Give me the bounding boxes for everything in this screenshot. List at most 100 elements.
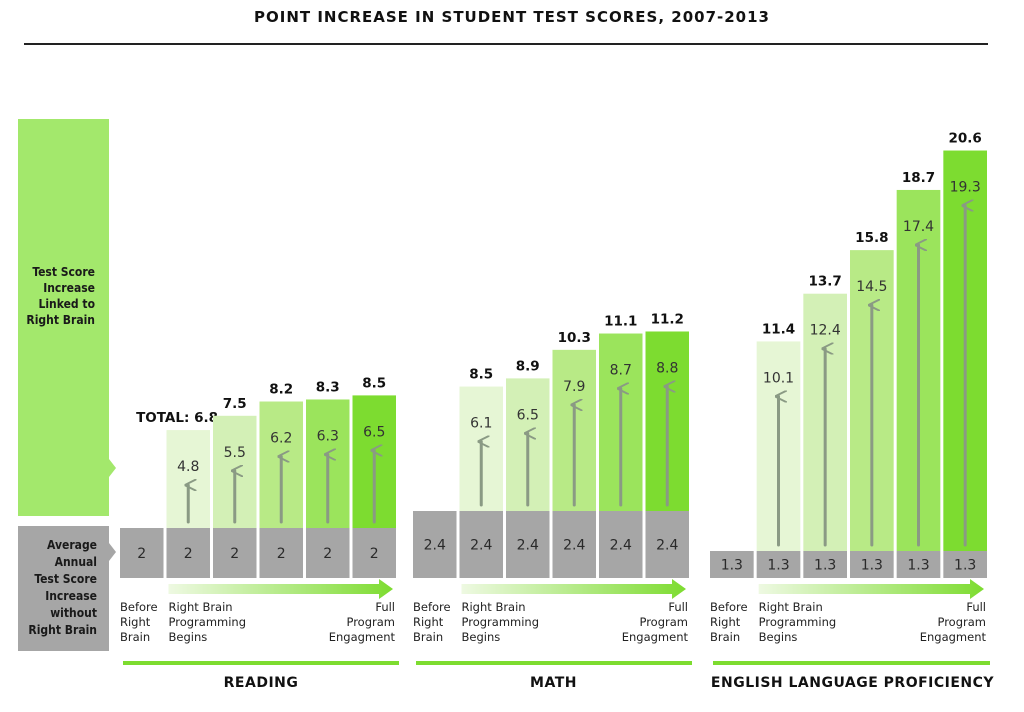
baseline-bar bbox=[756, 551, 801, 578]
legend-baseline-pointer bbox=[109, 543, 116, 561]
legend-baseline-label: Average Annual Test Score Increase without Ri… bbox=[18, 537, 97, 639]
total-value-label: 8.5 bbox=[469, 367, 493, 383]
progress-arrow bbox=[168, 579, 393, 599]
caption-before: Before bbox=[710, 600, 748, 614]
baseline-bar bbox=[166, 528, 210, 578]
total-value-label: 15.8 bbox=[855, 230, 888, 246]
caption-begins: Programming bbox=[169, 615, 247, 629]
caption-begins: Begins bbox=[462, 630, 501, 644]
increase-value-label: 6.5 bbox=[363, 424, 385, 440]
baseline-bar bbox=[459, 511, 503, 578]
increase-value-label: 6.3 bbox=[317, 428, 339, 444]
panel-underline bbox=[416, 661, 692, 665]
total-value-label: 8.9 bbox=[516, 358, 540, 374]
baseline-value-label: 2 bbox=[370, 546, 379, 562]
legend-linked-line: Right Brain bbox=[26, 313, 95, 327]
baseline-bar bbox=[710, 551, 754, 578]
total-value-label: 7.5 bbox=[223, 396, 247, 412]
panel-underline bbox=[123, 661, 399, 665]
legend-linked-pointer bbox=[109, 459, 116, 477]
baseline-value-label: 2.4 bbox=[517, 538, 539, 554]
increase-value-label: 6.1 bbox=[470, 416, 492, 432]
baseline-value-label: 1.3 bbox=[721, 558, 743, 574]
panel-name-math: MATH bbox=[530, 675, 577, 691]
panel-underline bbox=[713, 661, 990, 665]
baseline-value-label: 1.3 bbox=[767, 558, 789, 574]
baseline-bar bbox=[552, 511, 596, 578]
baseline-bar bbox=[413, 511, 457, 578]
legend-linked-line: Increase bbox=[43, 281, 95, 295]
title-rule bbox=[24, 43, 988, 45]
caption-full: Engagment bbox=[920, 630, 987, 644]
panel-name-english: ENGLISH LANGUAGE PROFICIENCY bbox=[710, 675, 995, 691]
caption-before: Right bbox=[413, 615, 444, 629]
legend-baseline-line: without bbox=[50, 606, 97, 620]
baseline-bar bbox=[803, 551, 847, 578]
caption-begins: Programming bbox=[759, 615, 837, 629]
baseline-bar bbox=[506, 511, 550, 578]
baseline-value-label: 2.4 bbox=[610, 538, 632, 554]
increase-value-label: 19.3 bbox=[950, 180, 981, 196]
legend-linked-label: Test Score Increase Linked to Right Brain bbox=[18, 264, 95, 328]
caption-before: Right bbox=[710, 615, 741, 629]
total-value-label: 13.7 bbox=[809, 274, 842, 290]
total-value-label: 18.7 bbox=[902, 170, 935, 186]
baseline-bar bbox=[599, 511, 643, 578]
caption-begins: Right Brain bbox=[462, 600, 526, 614]
caption-full: Full bbox=[966, 600, 986, 614]
legend-linked-line: Linked to bbox=[38, 297, 95, 311]
total-value-label: 20.6 bbox=[949, 131, 982, 147]
chart-title: POINT INCREASE IN STUDENT TEST SCORES, 2… bbox=[254, 8, 770, 26]
caption-begins: Right Brain bbox=[759, 600, 823, 614]
caption-full: Full bbox=[375, 600, 395, 614]
baseline-bar bbox=[120, 528, 164, 578]
increase-value-label: 14.5 bbox=[856, 279, 887, 295]
increase-value-label: 6.5 bbox=[517, 407, 539, 423]
caption-before: Right bbox=[120, 615, 151, 629]
caption-begins: Begins bbox=[169, 630, 208, 644]
increase-value-label: 12.4 bbox=[810, 323, 841, 339]
legend-linked-line: Test Score bbox=[32, 265, 95, 279]
baseline-bar bbox=[896, 551, 941, 578]
caption-before: Brain bbox=[120, 630, 150, 644]
increase-value-label: 8.7 bbox=[610, 363, 632, 379]
legend-baseline-line: Increase bbox=[45, 589, 97, 603]
baseline-value-label: 1.3 bbox=[907, 558, 929, 574]
caption-full: Program bbox=[937, 615, 986, 629]
caption-full: Program bbox=[639, 615, 688, 629]
increase-value-label: 10.1 bbox=[763, 370, 794, 386]
legend-baseline-line: Average bbox=[47, 538, 97, 552]
baseline-value-label: 1.3 bbox=[861, 558, 883, 574]
legend-baseline-line: Annual bbox=[54, 555, 97, 569]
baseline-value-label: 2 bbox=[323, 546, 332, 562]
total-value-label: 8.5 bbox=[362, 375, 386, 391]
baseline-value-label: 2 bbox=[277, 546, 286, 562]
baseline-bar bbox=[213, 528, 257, 578]
legend-baseline-line: Test Score bbox=[34, 572, 97, 586]
total-value-label: TOTAL: 6.8 bbox=[136, 410, 218, 426]
legend-linked-block bbox=[18, 119, 109, 516]
increase-value-label: 4.8 bbox=[177, 459, 199, 475]
caption-before: Before bbox=[413, 600, 451, 614]
caption-full: Engagment bbox=[329, 630, 396, 644]
baseline-value-label: 2.4 bbox=[470, 538, 492, 554]
total-value-label: 8.2 bbox=[269, 382, 293, 398]
baseline-value-label: 1.3 bbox=[814, 558, 836, 574]
total-value-label: 11.1 bbox=[604, 314, 637, 330]
progress-arrow bbox=[758, 579, 984, 599]
caption-begins: Right Brain bbox=[169, 600, 233, 614]
total-value-label: 10.3 bbox=[558, 330, 591, 346]
caption-full: Full bbox=[668, 600, 688, 614]
total-value-label: 11.4 bbox=[762, 321, 795, 337]
caption-before: Before bbox=[120, 600, 158, 614]
baseline-value-label: 2 bbox=[230, 546, 239, 562]
baseline-bar bbox=[850, 551, 894, 578]
increase-value-label: 17.4 bbox=[903, 219, 934, 235]
baseline-bar bbox=[259, 528, 303, 578]
caption-before: Brain bbox=[413, 630, 443, 644]
increase-value-label: 7.9 bbox=[563, 379, 585, 395]
baseline-value-label: 2.4 bbox=[424, 538, 446, 554]
total-value-label: 11.2 bbox=[651, 311, 684, 327]
baseline-value-label: 2.4 bbox=[656, 538, 678, 554]
